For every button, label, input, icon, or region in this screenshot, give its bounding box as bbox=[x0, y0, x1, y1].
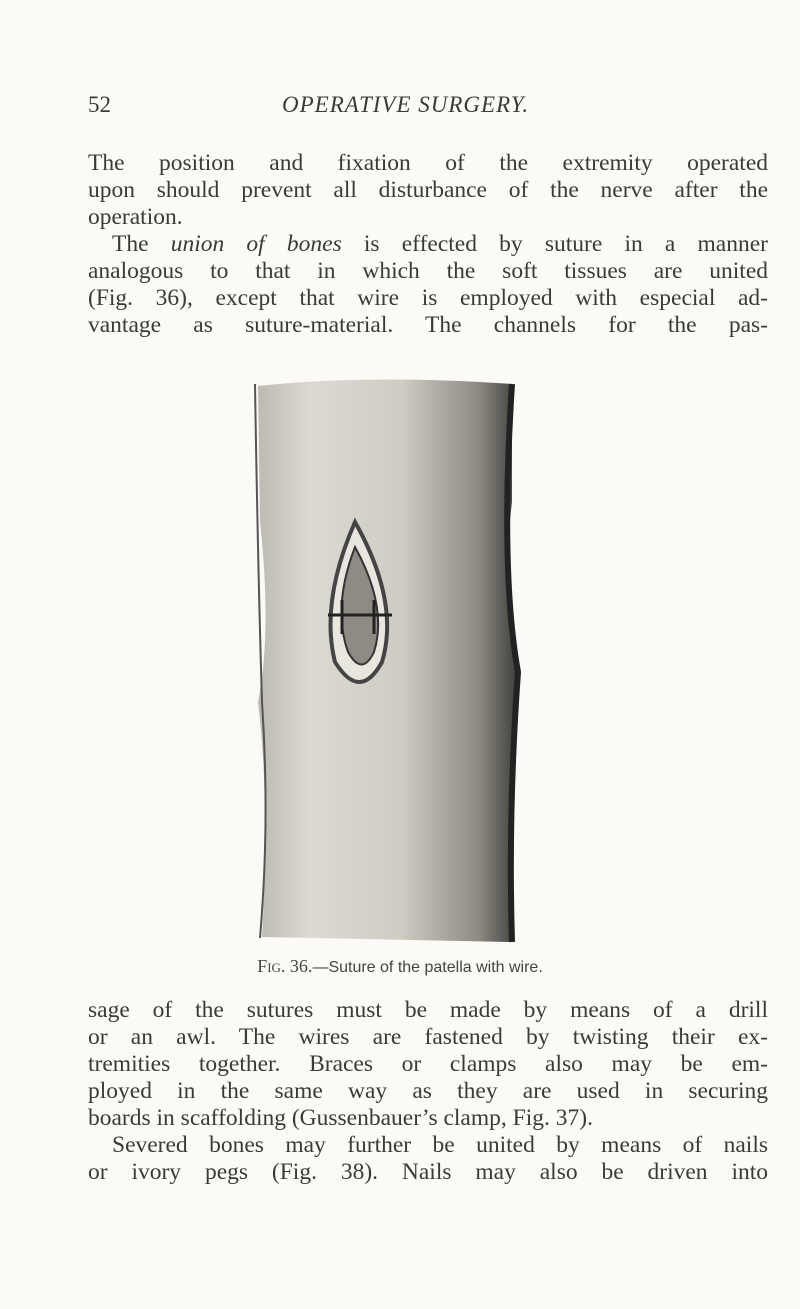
text-line: or ivory pegs (Fig. 38). Nails may also … bbox=[88, 1159, 768, 1185]
knee bbox=[258, 379, 518, 942]
text: The bbox=[112, 231, 171, 257]
page-number: 52 bbox=[88, 92, 111, 117]
figure-label: Fig. 36. bbox=[257, 956, 313, 976]
text-line: (Fig. 36), except that wire is employed … bbox=[88, 285, 768, 311]
figure-caption: Fig. 36.—Suture of the patella with wire… bbox=[0, 956, 800, 977]
patella bbox=[340, 544, 380, 666]
running-title: OPERATIVE SURGERY. bbox=[282, 92, 530, 117]
text-line: The union of bones is effected by suture… bbox=[112, 231, 768, 258]
text-line: operation. bbox=[88, 204, 183, 230]
text: is effected by suture in a manner bbox=[341, 231, 768, 257]
text-line: boards in scaffolding (Gussenbauer’s cla… bbox=[88, 1105, 593, 1131]
outline bbox=[504, 383, 522, 943]
emphasis: union of bones bbox=[170, 231, 342, 257]
figure-illustration bbox=[254, 379, 522, 943]
text-line: tremities together. Braces or clamps als… bbox=[88, 1051, 768, 1077]
text-line: Severed bones may further be united by m… bbox=[112, 1132, 768, 1158]
text-line: vantage as suture-material. The channels… bbox=[88, 312, 768, 338]
text-line: or an awl. The wires are fastened by twi… bbox=[88, 1024, 768, 1050]
outline bbox=[254, 383, 267, 939]
text-line: The position and fixation of the extremi… bbox=[88, 150, 768, 176]
text-line: ployed in the same way as they are used … bbox=[88, 1078, 768, 1104]
text-line: upon should prevent all disturbance of t… bbox=[88, 177, 768, 203]
caption-text: —Suture of the patella with wire. bbox=[312, 959, 543, 976]
text-line: analogous to that in which the soft tiss… bbox=[88, 258, 768, 284]
text-line: sage of the sutures must be made by mean… bbox=[88, 997, 768, 1023]
